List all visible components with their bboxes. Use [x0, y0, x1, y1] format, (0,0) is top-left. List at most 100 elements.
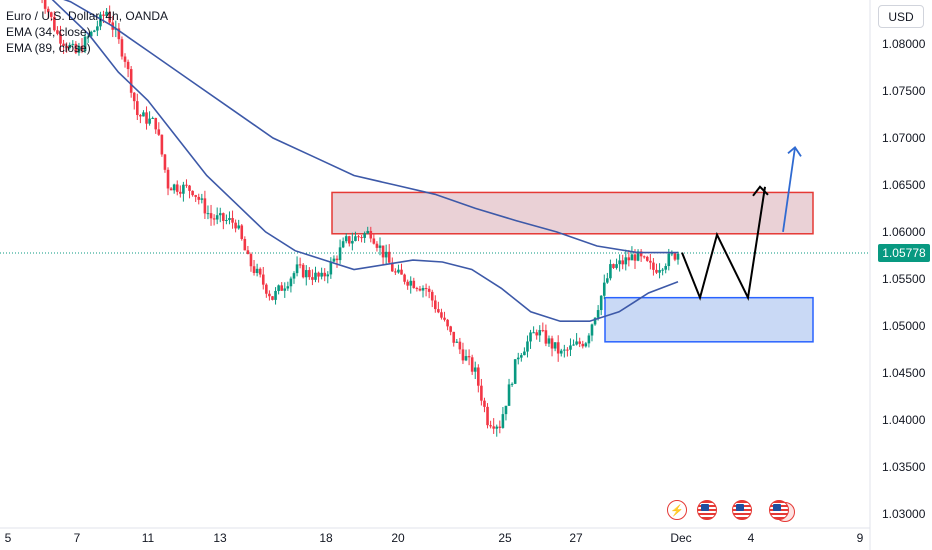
candle-body	[492, 426, 495, 429]
candle-body	[455, 341, 459, 343]
currency-button[interactable]: USD	[878, 5, 924, 28]
candle-body	[268, 293, 271, 297]
candle-body	[375, 243, 379, 248]
candle-body	[185, 184, 188, 186]
candle-body	[504, 405, 508, 415]
y-tick-label: 1.08000	[882, 37, 926, 51]
x-tick-label: 13	[213, 531, 227, 545]
candle-body	[409, 280, 413, 286]
us-flag-icon[interactable]	[697, 500, 717, 520]
candle-body	[179, 191, 182, 194]
candle-body	[92, 30, 96, 32]
ema34-legend: EMA (34, close)	[6, 25, 91, 39]
candle-body	[541, 330, 545, 332]
candle-body	[501, 414, 505, 428]
candle-body	[354, 236, 357, 241]
candle-body	[274, 290, 277, 300]
support-zone[interactable]	[604, 296, 814, 343]
candle-body	[280, 285, 283, 291]
candle-body	[249, 254, 253, 267]
candle-body	[627, 257, 631, 261]
candle-body	[175, 184, 179, 192]
projection-arrowhead	[752, 185, 769, 197]
y-tick-label: 1.05500	[882, 272, 926, 286]
candle-body	[271, 296, 274, 300]
candle-body	[231, 218, 234, 223]
candle-body	[237, 225, 240, 229]
candle-body	[335, 258, 339, 261]
candle-body	[166, 169, 170, 189]
candle-body	[440, 312, 443, 318]
candle-body	[621, 260, 625, 265]
candle-body	[452, 331, 456, 343]
candle-body	[553, 342, 557, 349]
candle-body	[652, 262, 655, 270]
candle-body	[314, 272, 317, 280]
candle-body	[357, 236, 360, 238]
candle-body	[148, 118, 151, 124]
candle-body	[507, 384, 511, 406]
candle-body	[320, 272, 323, 277]
candle-body	[139, 115, 142, 117]
candle-body	[624, 257, 628, 265]
candle-body	[510, 383, 514, 385]
candle-body	[581, 343, 585, 347]
candle-body	[265, 284, 268, 294]
candle-body	[59, 33, 62, 44]
candle-body	[397, 269, 400, 273]
x-tick-label: 5	[5, 531, 12, 545]
candle-body	[676, 253, 680, 260]
candle-body	[338, 247, 342, 261]
candle-body	[378, 245, 382, 248]
candle-body	[406, 281, 409, 286]
candle-body	[62, 43, 65, 46]
flash-icon[interactable]: ⚡	[667, 500, 687, 520]
candle-body	[240, 225, 244, 239]
candle-body	[132, 92, 136, 102]
y-tick-label: 1.04000	[882, 413, 926, 427]
candle-body	[593, 317, 597, 325]
us-flag-icon[interactable]	[732, 500, 752, 520]
symbol-title: Euro / U.S. Dollar, 4h, OANDA	[6, 9, 169, 23]
candle-body	[295, 264, 299, 274]
candle-body	[83, 36, 87, 52]
candle-body	[495, 426, 499, 429]
candle-body	[587, 335, 591, 344]
x-tick-label: 11	[142, 531, 155, 545]
candle-body	[633, 254, 637, 261]
y-tick-label: 1.07500	[882, 84, 926, 98]
us-flag-icon[interactable]	[769, 500, 789, 520]
x-tick-label: 9	[857, 531, 864, 545]
candle-body	[126, 61, 130, 70]
candle-body	[215, 215, 219, 220]
candle-body	[129, 69, 133, 93]
candle-body	[194, 195, 197, 197]
x-tick-label: 4	[748, 531, 755, 545]
candle-body	[498, 426, 502, 428]
candle-body	[473, 367, 477, 372]
candle-body	[403, 274, 406, 282]
candle-body	[108, 11, 111, 23]
candle-body	[636, 251, 640, 261]
candle-body	[277, 285, 280, 291]
candle-body	[424, 288, 428, 290]
candle-body	[311, 277, 314, 280]
candle-body	[467, 356, 471, 358]
candle-body	[645, 256, 649, 261]
resistance-zone[interactable]	[331, 191, 814, 235]
candle-body	[599, 295, 603, 311]
candle-body	[283, 288, 287, 291]
candle-body	[200, 198, 204, 200]
candle-body	[642, 256, 646, 258]
candle-body	[461, 349, 465, 361]
candle-body	[658, 270, 661, 273]
candle-body	[326, 274, 330, 277]
y-tick-label: 1.05000	[882, 319, 926, 333]
candle-body	[252, 266, 256, 273]
breakout-arrowhead	[787, 146, 802, 157]
candle-body	[443, 317, 446, 320]
candle-body	[563, 349, 566, 351]
candle-body	[332, 258, 336, 262]
candle-body	[308, 270, 311, 278]
